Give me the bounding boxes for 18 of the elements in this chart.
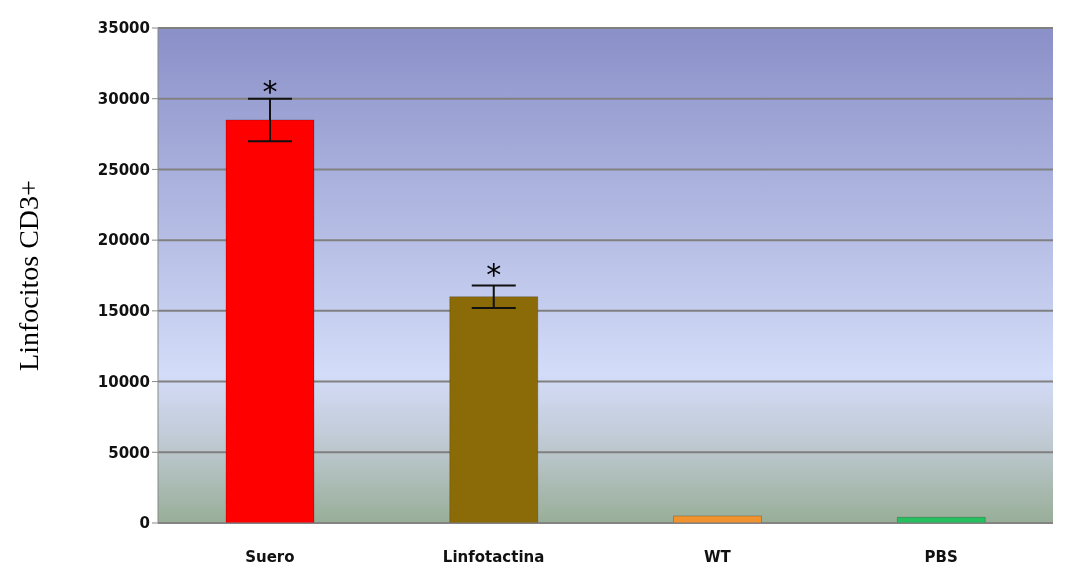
- y-axis-title: Linfocitos CD3+: [12, 180, 44, 371]
- annotation: *: [486, 257, 502, 293]
- annotation: *: [262, 73, 278, 109]
- bar: [673, 515, 762, 523]
- y-tick-label: 5000: [108, 443, 150, 462]
- y-tick-label: 30000: [97, 90, 150, 109]
- y-tick-label: 35000: [97, 19, 150, 38]
- y-tick-label: 0: [139, 514, 150, 533]
- y-tick-label: 10000: [97, 372, 150, 391]
- bar: [449, 296, 539, 523]
- y-tick-label: 20000: [97, 231, 150, 250]
- x-tick-label: PBS: [924, 547, 958, 566]
- x-tick-label: WT: [703, 547, 732, 566]
- y-tick-label: 15000: [97, 302, 150, 321]
- bar: [225, 119, 315, 523]
- x-tick-label: Suero: [245, 547, 295, 566]
- y-tick-label: 25000: [97, 160, 150, 179]
- x-tick-label: Linfotactina: [442, 547, 545, 566]
